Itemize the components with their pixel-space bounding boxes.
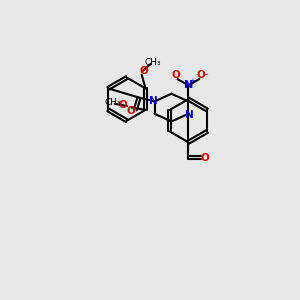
Text: O: O bbox=[119, 100, 128, 110]
Text: O: O bbox=[126, 106, 135, 116]
Text: O: O bbox=[196, 70, 205, 80]
Text: CH₃: CH₃ bbox=[144, 58, 161, 67]
Text: N: N bbox=[185, 110, 194, 119]
Text: O: O bbox=[201, 153, 210, 163]
Text: N: N bbox=[149, 96, 158, 106]
Text: CH₃: CH₃ bbox=[105, 98, 122, 107]
Text: −: − bbox=[202, 72, 208, 78]
Text: +: + bbox=[189, 78, 195, 84]
Text: O: O bbox=[140, 66, 148, 76]
Text: N: N bbox=[184, 80, 193, 90]
Text: O: O bbox=[172, 70, 181, 80]
